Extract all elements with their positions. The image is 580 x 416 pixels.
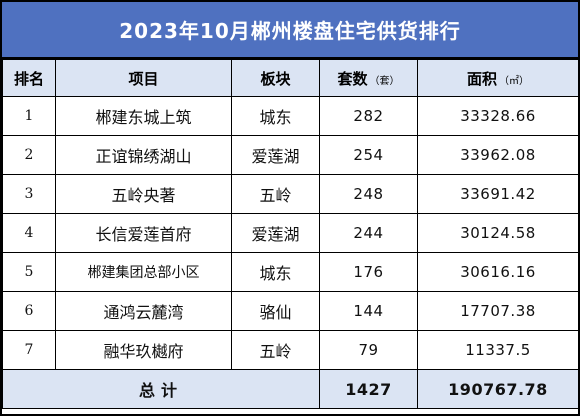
cell-project: 融华玖樾府 xyxy=(55,330,232,370)
cell-units: 79 xyxy=(319,330,418,370)
total-label: 总计 xyxy=(2,369,320,409)
cell-district: 爱莲湖 xyxy=(231,135,320,175)
cell-area: 33962.08 xyxy=(417,135,579,175)
cell-units: 176 xyxy=(319,252,418,292)
header-project-label: 项目 xyxy=(128,69,159,88)
header-district-label: 板块 xyxy=(260,69,291,88)
table-row: 4 长信爱莲首府 爱莲湖 244 30124.58 xyxy=(2,213,579,253)
cell-rank: 7 xyxy=(2,330,56,370)
cell-district: 城东 xyxy=(231,252,320,292)
cell-units: 282 xyxy=(319,96,418,136)
cell-rank: 1 xyxy=(2,96,56,136)
ranking-table: 排名 项目 板块 套数 （套） 面积 （㎡） 1 郴建东城上筑 城东 282 333… xyxy=(2,59,579,409)
header-rank-label: 排名 xyxy=(13,69,44,88)
table-row: 3 五岭央著 五岭 248 33691.42 xyxy=(2,174,579,214)
cell-rank: 3 xyxy=(2,174,56,214)
cell-project: 长信爱莲首府 xyxy=(55,213,232,253)
cell-rank: 5 xyxy=(2,252,56,292)
table-row: 6 通鸿云麓湾 骆仙 144 17707.38 xyxy=(2,291,579,331)
cell-units: 144 xyxy=(319,291,418,331)
cell-units: 248 xyxy=(319,174,418,214)
header-rank: 排名 xyxy=(2,59,56,97)
table-header: 排名 项目 板块 套数 （套） 面积 （㎡） xyxy=(2,59,579,97)
header-area: 面积 （㎡） xyxy=(417,59,579,97)
header-area-unit: （㎡） xyxy=(499,75,529,87)
cell-project: 正谊锦绣湖山 xyxy=(55,135,232,175)
cell-project: 五岭央著 xyxy=(55,174,232,214)
header-district: 板块 xyxy=(231,59,320,97)
table-row: 1 郴建东城上筑 城东 282 33328.66 xyxy=(2,96,579,136)
table-body: 1 郴建东城上筑 城东 282 33328.66 2 正谊锦绣湖山 爱莲湖 25… xyxy=(2,96,579,370)
cell-rank: 2 xyxy=(2,135,56,175)
cell-district: 骆仙 xyxy=(231,291,320,331)
header-units-label: 套数 xyxy=(337,69,368,88)
cell-area: 11337.5 xyxy=(417,330,579,370)
cell-rank: 4 xyxy=(2,213,56,253)
total-row: 总计 1427 190767.78 xyxy=(2,369,579,409)
table-row: 5 郴建集团总部小区 城东 176 30616.16 xyxy=(2,252,579,292)
table-footer: 总计 1427 190767.78 xyxy=(2,369,579,409)
cell-district: 城东 xyxy=(231,96,320,136)
header-units: 套数 （套） xyxy=(319,59,418,97)
cell-area: 33328.66 xyxy=(417,96,579,136)
cell-project: 郴建东城上筑 xyxy=(55,96,232,136)
cell-units: 244 xyxy=(319,213,418,253)
cell-area: 17707.38 xyxy=(417,291,579,331)
cell-project: 郴建集团总部小区 xyxy=(55,252,232,292)
table-title: 2023年10月郴州楼盘住宅供货排行 xyxy=(2,2,578,59)
cell-district: 五岭 xyxy=(231,330,320,370)
header-row: 排名 项目 板块 套数 （套） 面积 （㎡） xyxy=(2,59,579,97)
table-row: 2 正谊锦绣湖山 爱莲湖 254 33962.08 xyxy=(2,135,579,175)
cell-project: 通鸿云麓湾 xyxy=(55,291,232,331)
total-units: 1427 xyxy=(319,369,418,409)
cell-area: 30616.16 xyxy=(417,252,579,292)
cell-units: 254 xyxy=(319,135,418,175)
header-units-unit: （套） xyxy=(369,75,400,87)
cell-rank: 6 xyxy=(2,291,56,331)
total-area: 190767.78 xyxy=(417,369,579,409)
cell-district: 五岭 xyxy=(231,174,320,214)
cell-district: 爱莲湖 xyxy=(231,213,320,253)
cell-area: 33691.42 xyxy=(417,174,579,214)
header-area-label: 面积 xyxy=(466,69,497,88)
table-row: 7 融华玖樾府 五岭 79 11337.5 xyxy=(2,330,579,370)
header-project: 项目 xyxy=(55,59,232,97)
cell-area: 30124.58 xyxy=(417,213,579,253)
